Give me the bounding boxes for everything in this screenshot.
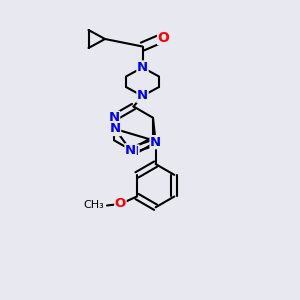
Text: N: N bbox=[125, 144, 136, 157]
Text: N: N bbox=[137, 89, 148, 103]
Text: O: O bbox=[115, 197, 126, 211]
Text: CH₃: CH₃ bbox=[83, 200, 104, 211]
Text: N: N bbox=[109, 111, 120, 124]
Text: N: N bbox=[150, 136, 161, 149]
Text: N: N bbox=[137, 61, 148, 74]
Text: N: N bbox=[128, 145, 139, 158]
Text: N: N bbox=[110, 122, 121, 136]
Text: O: O bbox=[158, 31, 169, 44]
